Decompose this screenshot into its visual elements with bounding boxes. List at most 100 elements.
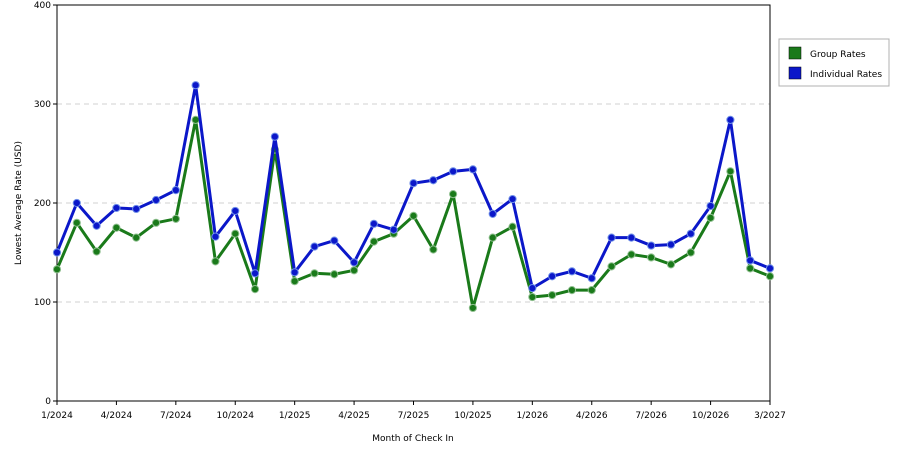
data-point-individual-rates: [290, 268, 299, 277]
data-point-group-rates: [567, 286, 577, 295]
data-point-group-rates: [627, 250, 636, 259]
data-point-individual-rates: [468, 165, 478, 174]
data-point-individual-rates: [627, 233, 636, 242]
data-point-group-rates: [607, 262, 616, 271]
x-tick-label: 7/2025: [398, 411, 430, 421]
data-point-individual-rates: [666, 240, 676, 249]
x-axis: 1/2024 4/2024 7/2024 10/2024 1/2025 4/2025 7/2…: [41, 401, 786, 421]
data-point-individual-rates: [567, 267, 577, 276]
data-point-group-rates: [211, 257, 220, 266]
data-point-group-rates: [330, 270, 339, 279]
data-point-individual-rates: [429, 176, 438, 185]
y-axis: 0 100 200 300 400: [34, 1, 57, 407]
data-point-individual-rates: [647, 241, 656, 250]
data-point-individual-rates: [706, 201, 715, 211]
data-point-individual-rates: [211, 232, 220, 241]
series-individual-rates: [52, 81, 775, 293]
data-point-group-rates: [290, 277, 299, 286]
data-point-individual-rates: [310, 242, 319, 251]
data-point-group-rates: [409, 211, 418, 220]
x-tick-label: 1/2026: [516, 411, 548, 421]
x-tick-label: 10/2024: [217, 411, 255, 421]
data-point-individual-rates: [330, 236, 339, 245]
data-point-individual-rates: [449, 167, 458, 176]
data-point-group-rates: [349, 266, 359, 275]
data-point-individual-rates: [389, 225, 398, 234]
data-point-group-rates: [52, 265, 62, 274]
legend-swatch-group-rates: [788, 46, 802, 60]
data-point-group-rates: [250, 285, 260, 294]
y-axis-title: Lowest Average Rate (USD): [14, 141, 24, 265]
data-point-group-rates: [151, 218, 161, 227]
data-point-group-rates: [310, 269, 319, 278]
data-point-group-rates: [132, 233, 141, 242]
data-point-group-rates: [488, 233, 497, 242]
data-point-group-rates: [508, 222, 517, 231]
data-point-group-rates: [231, 229, 240, 238]
data-point-group-rates: [666, 260, 676, 269]
data-point-individual-rates: [369, 219, 378, 228]
legend-label-group-rates: Group Rates: [810, 50, 866, 60]
data-point-group-rates: [449, 189, 458, 199]
data-point-group-rates: [112, 223, 121, 232]
data-point-individual-rates: [132, 204, 141, 214]
data-point-individual-rates: [72, 198, 81, 208]
x-tick-label: 10/2025: [454, 411, 491, 421]
data-point-individual-rates: [607, 233, 616, 242]
data-point-individual-rates: [528, 284, 537, 293]
data-point-individual-rates: [548, 272, 557, 281]
y-tick-label: 300: [34, 100, 51, 110]
x-tick-label: 4/2026: [576, 411, 608, 421]
data-point-individual-rates: [726, 115, 735, 124]
data-point-individual-rates: [92, 221, 101, 230]
x-tick-label: 10/2026: [692, 411, 730, 421]
data-point-individual-rates: [151, 195, 161, 205]
data-point-group-rates: [706, 213, 715, 222]
data-point-individual-rates: [270, 132, 279, 141]
y-tick-label: 200: [34, 199, 51, 209]
y-tick-label: 0: [45, 397, 51, 407]
data-point-group-rates: [726, 167, 735, 176]
x-tick-label: 4/2024: [101, 411, 133, 421]
data-point-individual-rates: [191, 81, 200, 90]
data-point-group-rates: [765, 272, 775, 281]
legend-label-individual-rates: Individual Rates: [810, 70, 882, 80]
data-point-individual-rates: [686, 229, 695, 238]
data-point-individual-rates: [587, 274, 596, 283]
data-point-individual-rates: [112, 203, 121, 213]
series-layer: [52, 81, 775, 313]
data-point-individual-rates: [488, 209, 497, 218]
data-point-individual-rates: [52, 248, 62, 257]
data-point-group-rates: [429, 245, 438, 254]
grid-lines: [57, 103, 770, 303]
x-tick-label: 7/2026: [635, 411, 667, 421]
data-point-group-rates: [92, 247, 101, 256]
y-tick-label: 100: [34, 298, 51, 308]
legend-swatch-individual-rates: [788, 66, 802, 80]
data-point-group-rates: [72, 218, 81, 227]
data-point-group-rates: [746, 264, 755, 273]
data-point-individual-rates: [171, 186, 180, 195]
data-point-group-rates: [528, 292, 537, 302]
x-tick-label: 3/2027: [754, 411, 786, 421]
x-tick-label: 4/2025: [338, 411, 370, 421]
data-point-individual-rates: [746, 256, 755, 265]
data-point-group-rates: [587, 286, 596, 295]
x-tick-label: 1/2025: [279, 411, 311, 421]
data-point-group-rates: [171, 214, 180, 223]
data-point-individual-rates: [508, 194, 517, 204]
legend: Group Rates Individual Rates: [778, 38, 890, 87]
data-point-group-rates: [369, 237, 378, 246]
data-point-individual-rates: [250, 269, 260, 278]
data-point-individual-rates: [409, 179, 418, 188]
data-point-group-rates: [191, 115, 200, 124]
data-point-individual-rates: [765, 264, 775, 273]
data-point-group-rates: [647, 253, 656, 262]
data-point-group-rates: [548, 290, 557, 300]
x-axis-title: Month of Check In: [372, 434, 454, 444]
data-point-individual-rates: [231, 206, 240, 216]
data-point-group-rates: [468, 303, 478, 313]
x-tick-label: 7/2024: [160, 411, 192, 421]
data-point-individual-rates: [349, 258, 359, 267]
